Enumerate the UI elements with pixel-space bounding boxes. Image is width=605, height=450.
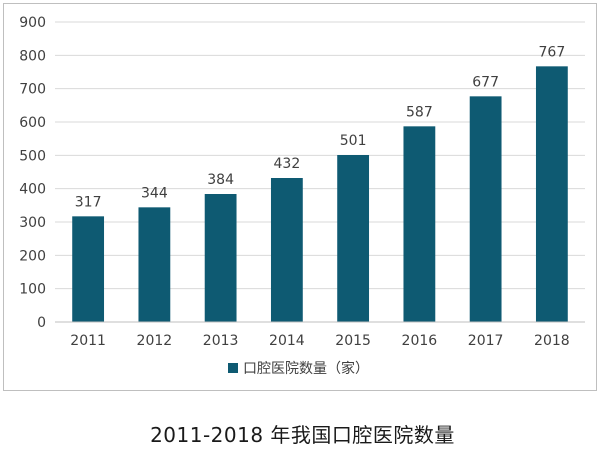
x-axis-ticks: 2011 2012 2013 2014 2015 2016 2017 2018 — [70, 333, 569, 349]
bar-2018 — [535, 66, 568, 322]
y-axis-ticks: 0 100 200 300 400 500 600 700 800 900 — [19, 15, 46, 331]
y-tick-label: 800 — [19, 48, 46, 64]
y-tick-label: 200 — [19, 248, 46, 264]
bar-2016 — [403, 126, 436, 322]
data-labels: 317 344 384 432 501 587 677 767 — [75, 44, 565, 210]
bar-2011 — [72, 216, 105, 322]
y-tick-label: 900 — [19, 15, 46, 31]
legend: 口腔医院数量（家） — [228, 360, 369, 377]
legend-swatch — [228, 363, 238, 373]
bar-2014 — [270, 178, 303, 322]
y-tick-label: 500 — [19, 148, 46, 164]
data-label-2012: 344 — [141, 185, 168, 201]
x-tick-label-2012: 2012 — [137, 333, 173, 349]
y-tick-label: 300 — [19, 215, 46, 231]
y-tick-label: 0 — [37, 315, 46, 331]
legend-label: 口腔医院数量（家） — [243, 360, 369, 377]
bar-2012 — [138, 207, 171, 322]
y-tick-label: 400 — [19, 182, 46, 198]
y-tick-label: 600 — [19, 115, 46, 131]
data-label-2017: 677 — [472, 74, 499, 90]
x-tick-label-2015: 2015 — [335, 333, 371, 349]
y-tick-label: 100 — [19, 282, 46, 298]
x-tick-label-2018: 2018 — [534, 333, 570, 349]
bar-2015 — [337, 155, 370, 322]
x-tick-label-2013: 2013 — [203, 333, 239, 349]
gridlines — [55, 21, 585, 290]
data-label-2018: 767 — [539, 44, 566, 60]
data-label-2014: 432 — [274, 156, 301, 172]
x-tick-label-2014: 2014 — [269, 333, 305, 349]
bar-2017 — [469, 96, 502, 322]
data-label-2015: 501 — [340, 133, 367, 149]
data-label-2013: 384 — [207, 172, 234, 188]
x-tick-label-2016: 2016 — [402, 333, 438, 349]
y-tick-label: 700 — [19, 82, 46, 98]
x-tick-label-2017: 2017 — [468, 333, 504, 349]
figure-caption: 2011-2018 年我国口腔医院数量 — [150, 423, 455, 447]
data-label-2016: 587 — [406, 104, 433, 120]
x-tick-label-2011: 2011 — [70, 333, 106, 349]
data-label-2011: 317 — [75, 194, 102, 210]
bar-2013 — [204, 194, 237, 322]
bar-chart: 0 100 200 300 400 500 600 700 800 900 317 344 384 43… — [19, 15, 585, 377]
bars — [72, 66, 568, 322]
